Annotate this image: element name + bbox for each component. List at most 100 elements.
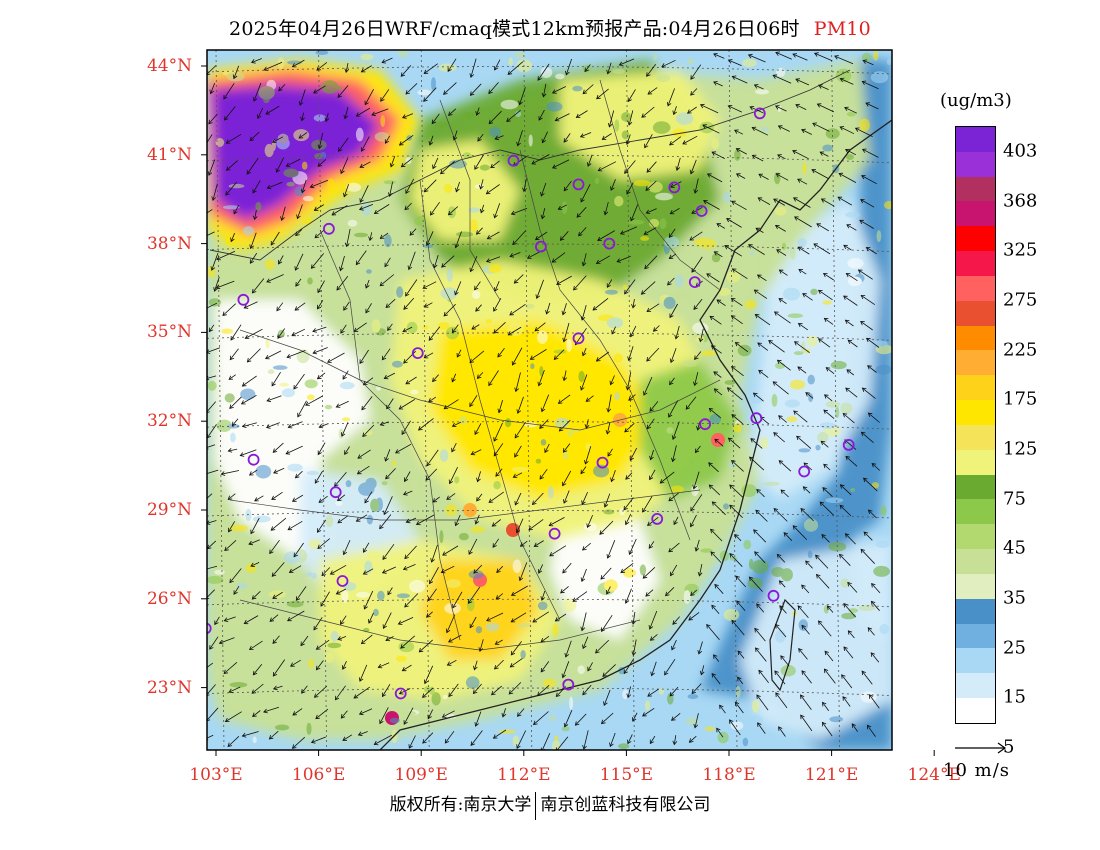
wind-arrow-head <box>603 503 609 508</box>
wind-arrow-head <box>510 650 516 656</box>
texture-speck <box>742 58 757 68</box>
colorbar-segment <box>955 151 996 177</box>
wind-arrow-head <box>387 192 393 197</box>
texture-speck <box>458 532 469 541</box>
texture-speck <box>825 497 844 503</box>
wind-arrow <box>754 289 768 299</box>
texture-speck <box>872 340 888 347</box>
wind-arrow-head <box>818 620 823 625</box>
texture-speck <box>508 713 516 722</box>
wind-arrow <box>480 204 485 213</box>
wind-arrow-head <box>479 184 484 190</box>
wind-arrow <box>575 713 587 726</box>
wind-arrow-head <box>490 163 495 169</box>
wind-arrow-head <box>755 647 760 652</box>
wind-arrow <box>867 627 875 636</box>
wind-arrow <box>295 253 304 271</box>
wind-arrow <box>797 246 810 255</box>
wind-arrow-head <box>313 625 318 631</box>
wind-arrow-head <box>252 670 258 676</box>
wind-arrow-head <box>780 655 785 660</box>
texture-speck <box>553 349 567 354</box>
wind-arrow <box>750 438 763 449</box>
wind-arrow <box>710 551 722 563</box>
wind-arrow <box>803 462 813 471</box>
wind-arrow-head <box>595 259 601 264</box>
wind-arrow <box>359 161 371 168</box>
texture-speck <box>723 608 740 621</box>
texture-speck <box>468 207 481 213</box>
wind-arrow-head <box>645 186 650 191</box>
wind-arrow-head <box>778 460 784 465</box>
texture-speck <box>700 548 713 553</box>
wind-arrow <box>519 87 526 105</box>
wind-arrow <box>270 231 280 246</box>
wind-arrow <box>509 303 526 316</box>
wind-arrow <box>664 658 676 676</box>
wind-arrow <box>510 658 523 668</box>
texture-speck <box>662 228 673 235</box>
wind-arrow-head <box>383 510 388 516</box>
wind-arrow-head <box>493 451 498 457</box>
wind-arrow-head <box>488 498 494 503</box>
wind-arrow-head <box>624 520 630 526</box>
wind-arrow <box>430 201 440 216</box>
wind-arrow <box>563 490 570 504</box>
colorbar-segment <box>955 673 996 699</box>
wind-arrow <box>860 199 875 208</box>
wind-arrow <box>625 472 633 480</box>
wind-arrow-head <box>562 376 568 382</box>
wind-arrow-head <box>688 616 693 621</box>
wind-arrow-head <box>690 91 695 96</box>
wind-arrow <box>555 613 567 622</box>
wind-arrow <box>249 640 263 650</box>
texture-speck <box>806 335 818 347</box>
wind-arrow <box>558 394 571 404</box>
wind-arrow-head <box>340 432 346 437</box>
wind-arrow <box>257 107 264 119</box>
wind-arrow <box>552 86 566 94</box>
province-border <box>419 179 561 621</box>
wind-arrow <box>292 59 305 68</box>
wind-arrow-head <box>475 307 480 312</box>
wind-arrow <box>775 624 787 638</box>
wind-arrow-head <box>445 628 451 634</box>
wind-arrow-head <box>233 209 238 215</box>
wind-arrow <box>645 589 654 597</box>
wind-arrow <box>444 730 455 744</box>
wind-arrow-head <box>582 89 588 95</box>
meridian <box>831 50 840 750</box>
texture-speck <box>743 539 752 550</box>
wind-arrow <box>871 583 881 594</box>
wind-arrow <box>361 396 373 411</box>
wind-arrow-head <box>844 319 850 325</box>
wind-arrow-head <box>861 670 866 676</box>
wind-arrow-head <box>405 518 411 524</box>
wind-arrow-head <box>509 663 515 668</box>
wind-arrow <box>779 605 787 614</box>
wind-arrow-head <box>362 380 368 386</box>
wind-arrow-head <box>600 719 606 725</box>
wind-arrow-head <box>851 723 856 728</box>
wind-arrow <box>273 467 285 474</box>
texture-speck <box>797 238 807 248</box>
wind-arrow-head <box>797 178 802 183</box>
wind-arrow-head <box>647 692 652 697</box>
wind-arrow <box>542 131 548 143</box>
wind-arrow-head <box>699 670 705 676</box>
wind-arrow-head <box>559 236 565 241</box>
wind-arrow-head <box>751 126 757 132</box>
texture-speck <box>264 143 274 158</box>
wind-arrow <box>361 65 372 73</box>
wind-arrow-head <box>865 337 871 343</box>
colorbar-segment <box>955 226 996 252</box>
texture-speck <box>860 691 877 703</box>
wind-arrow <box>295 470 303 479</box>
wind-arrow-head <box>233 590 238 595</box>
wind-arrow-head <box>682 140 687 145</box>
wind-arrow-head <box>474 165 479 170</box>
wind-arrow-head <box>272 448 278 453</box>
texture-speck <box>572 725 578 733</box>
wind-arrow-head <box>316 374 322 380</box>
wind-arrow-head <box>516 141 521 147</box>
